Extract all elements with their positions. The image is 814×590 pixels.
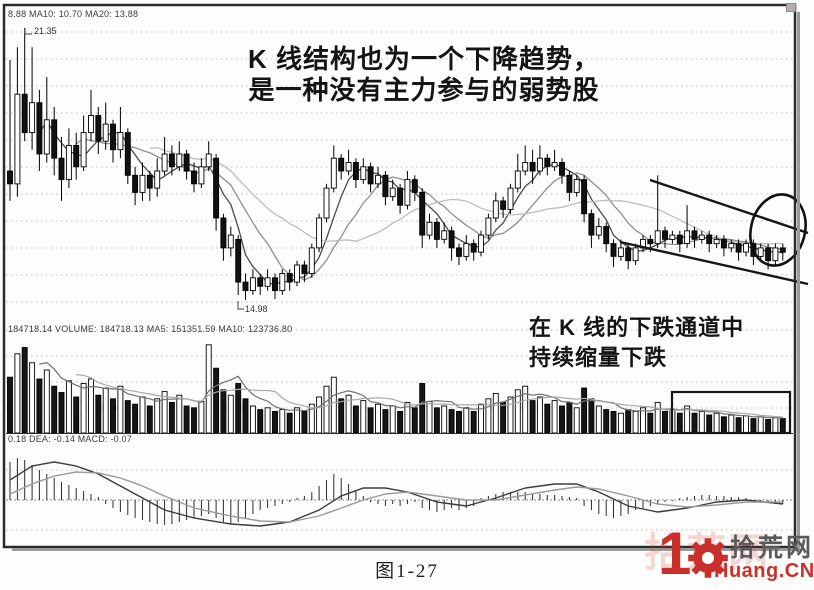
gridlines-layer <box>6 31 793 531</box>
annotation-shrinking-volume-line1: 在 K 线的下跌通道中 <box>529 315 745 340</box>
volume-ma-layer <box>6 361 793 434</box>
figure-caption: 图1-27 <box>375 561 439 582</box>
candles-layer <box>7 28 786 300</box>
annotation-downtrend-text: K 线结构也为一个下降趋势， 是一种没有主力参与的弱势股 <box>226 44 622 106</box>
ma-lines-layer <box>38 119 783 286</box>
volume-pane-header: 184718.14 VOLUME: 184718.13 MA5: 151351.… <box>8 324 293 334</box>
overlay-annotations-layer <box>24 29 809 435</box>
macd-pane-header: 0.18 DEA: -0.14 MACD: -0.07 <box>8 434 132 444</box>
volume-bars-layer <box>7 344 786 434</box>
high-price-label: 21.35 <box>34 26 57 36</box>
low-price-label: 14.98 <box>245 304 268 314</box>
gear-icon <box>688 538 728 578</box>
macd-layer <box>9 458 784 527</box>
watermark-site-name: 拾荒网 <box>730 534 814 562</box>
watermark-domain: Huang.CN <box>714 560 814 582</box>
watermark-number: 1 <box>658 520 692 587</box>
watermark: 拾荒网 1 拾荒网 Huang.CN <box>644 520 814 590</box>
annotation-downtrend-line1: K 线结构也为一个下降趋势， <box>247 44 600 74</box>
main-pane-header: 8.88 MA10: 10.70 MA20: 13.88 <box>8 9 139 19</box>
annotation-shrinking-volume-line2: 持续缩量下跌 <box>529 345 668 370</box>
window-corner-mark <box>786 3 796 12</box>
annotation-shrinking-volume-text: 在 K 线的下跌通道中 持续缩量下跌 <box>529 313 809 373</box>
frame-layer <box>2 3 800 551</box>
annotation-downtrend-line2: 是一种没有主力参与的弱势股 <box>248 75 600 105</box>
